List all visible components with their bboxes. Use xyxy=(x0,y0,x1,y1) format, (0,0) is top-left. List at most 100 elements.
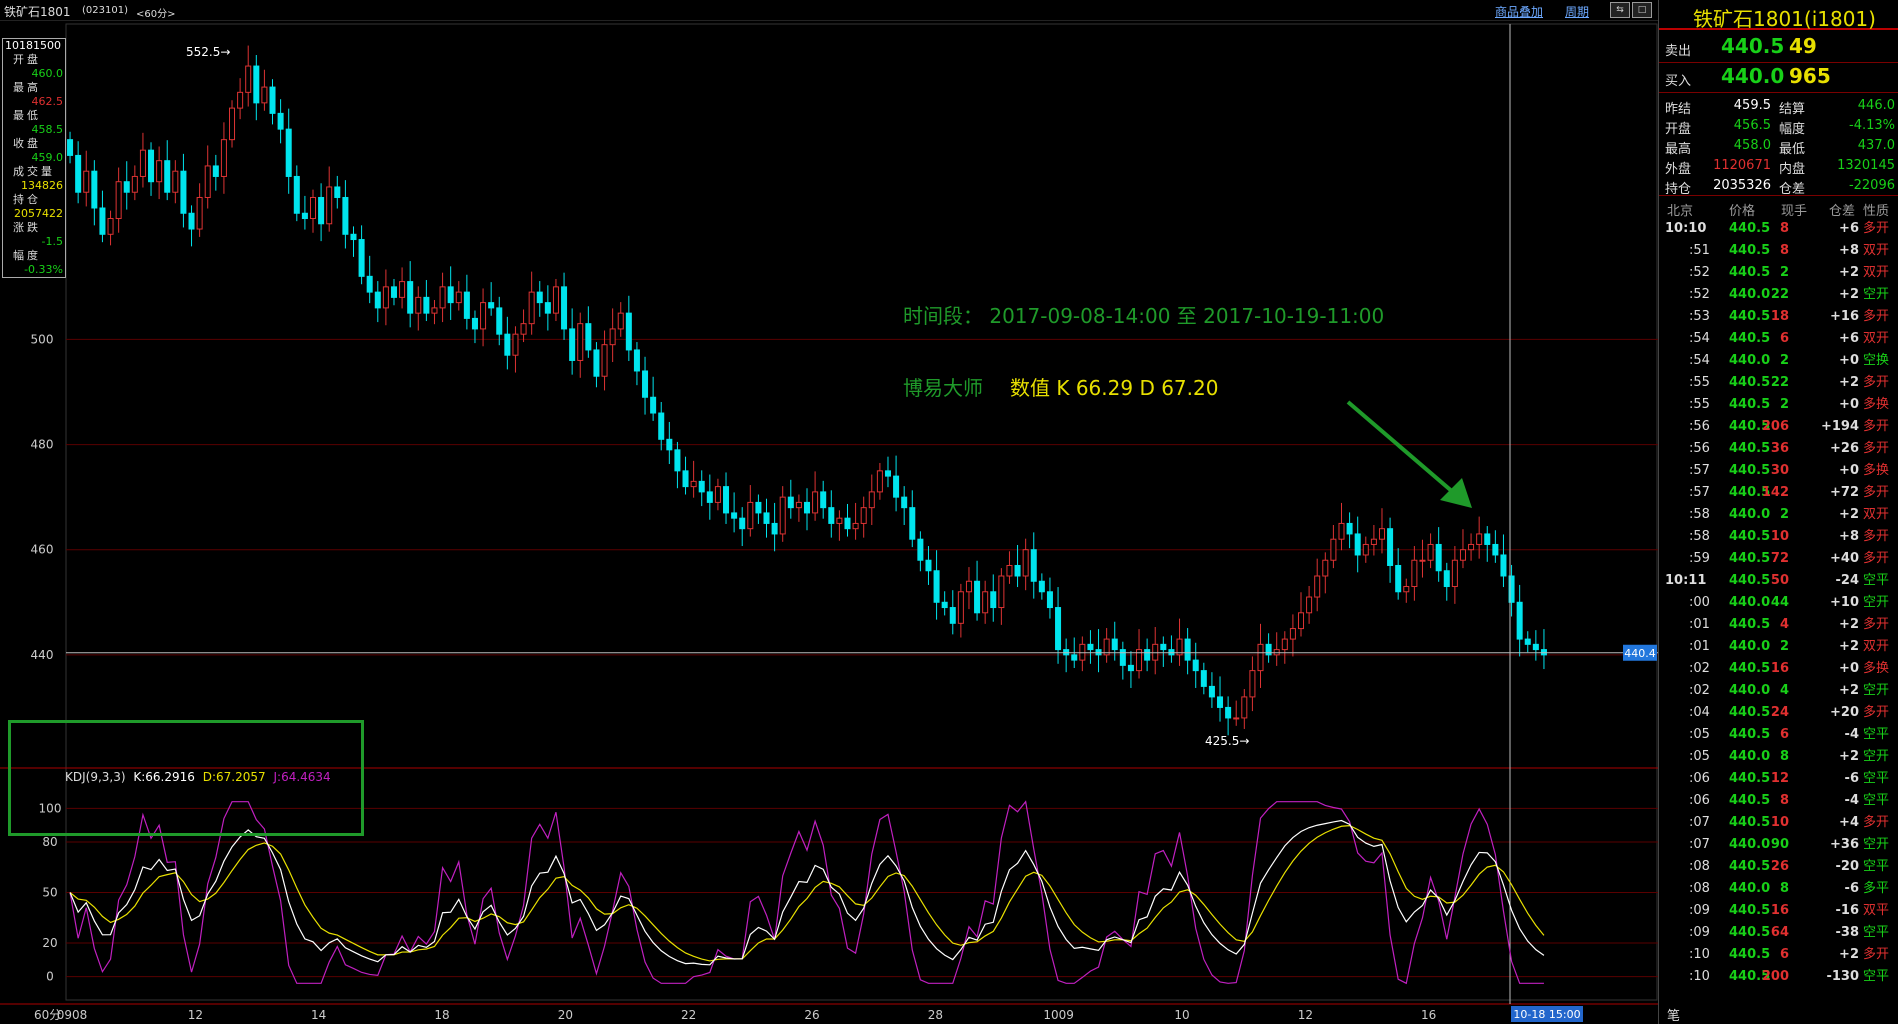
candle-body xyxy=(723,486,730,514)
candle-body xyxy=(990,591,997,609)
candle-body xyxy=(917,538,924,561)
candle-body xyxy=(407,281,414,314)
overlay-link[interactable]: 商品叠加 xyxy=(1495,5,1544,19)
tick-price: 440.5 xyxy=(1729,221,1771,236)
candle-body xyxy=(229,107,236,141)
cycle-link[interactable]: 周期 xyxy=(1565,5,1590,19)
tick-row[interactable]: :58 440.5 10 +8 多开 xyxy=(1659,526,1898,548)
candle-body xyxy=(1378,528,1385,540)
tick-type: 空开 xyxy=(1863,595,1890,610)
candle-body xyxy=(309,196,317,220)
tick-row[interactable]: :08 440.0 8 -6 多平 xyxy=(1659,878,1898,900)
tick-price: 440.0 xyxy=(1729,639,1771,654)
candle-body xyxy=(1095,649,1102,656)
tick-row[interactable]: :05 440.0 8 +2 空开 xyxy=(1659,746,1898,768)
tick-row[interactable]: :05 440.5 6 -4 空平 xyxy=(1659,724,1898,746)
tick-time: :08 xyxy=(1689,859,1710,874)
x-tick-label: 0908 xyxy=(57,1008,88,1022)
tick-row[interactable]: :07 440.5 10 +4 多开 xyxy=(1659,812,1898,834)
tick-row[interactable]: :10 440.5 6 +2 多开 xyxy=(1659,944,1898,966)
candle-body xyxy=(1411,559,1418,588)
candle-body xyxy=(949,607,956,624)
restore-icon[interactable]: ⇆ xyxy=(1610,2,1630,18)
candle-body xyxy=(253,65,260,104)
tick-row[interactable]: 10:10 440.5 8 +6 多开 xyxy=(1659,218,1898,240)
tick-row[interactable]: :52 440.5 2 +2 双开 xyxy=(1659,262,1898,284)
tick-vol: 8 xyxy=(1779,749,1789,764)
tick-row[interactable]: :07 440.0 90 +36 空开 xyxy=(1659,834,1898,856)
candle-body xyxy=(220,139,227,177)
buy-volume: 965 xyxy=(1789,64,1831,88)
kdj-label: KDJ(9,3,3) K:66.2916 D:67.2057 J:64.4634 xyxy=(65,770,331,784)
candle-body xyxy=(1484,533,1491,545)
buy-label: 买入 xyxy=(1665,74,1692,89)
tick-price: 440.5 xyxy=(1729,859,1771,874)
tick-row[interactable]: :02 440.0 4 +2 空开 xyxy=(1659,680,1898,702)
candle-body xyxy=(1427,543,1434,561)
tick-row[interactable]: :56 440.5 36 +26 多开 xyxy=(1659,438,1898,460)
period-indicator: <60分> xyxy=(136,9,176,20)
tick-type: 多开 xyxy=(1863,617,1890,632)
tick-row[interactable]: :54 440.5 6 +6 双开 xyxy=(1659,328,1898,350)
tick-vol: 72 xyxy=(1770,551,1789,566)
tick-diff: -4 xyxy=(1844,727,1859,742)
candle-body xyxy=(569,328,576,361)
tick-type: 多平 xyxy=(1863,881,1890,896)
tick-time: :05 xyxy=(1689,749,1710,764)
tick-row[interactable]: :53 440.5 18 +16 多开 xyxy=(1659,306,1898,328)
tick-row[interactable]: :51 440.5 8 +8 双开 xyxy=(1659,240,1898,262)
tick-row[interactable]: :04 440.5 24 +20 多开 xyxy=(1659,702,1898,724)
tick-type: 多开 xyxy=(1863,551,1890,566)
tick-vol: 2 xyxy=(1779,639,1789,654)
kdj-tick-label: 80 xyxy=(42,835,57,849)
candle-body xyxy=(1451,559,1458,588)
candle-body xyxy=(901,496,908,509)
candle-body xyxy=(1030,549,1037,582)
tick-row[interactable]: :54 440.0 2 +0 空换 xyxy=(1659,350,1898,372)
stat-value: -4.13% xyxy=(1849,118,1895,133)
tick-row[interactable]: :55 440.5 22 +2 多开 xyxy=(1659,372,1898,394)
candle-body xyxy=(1055,607,1062,651)
tick-row[interactable]: :00 440.0 44 +10 空开 xyxy=(1659,592,1898,614)
candle-body xyxy=(1176,638,1183,656)
x-tick-label: 22 xyxy=(681,1008,696,1022)
kline-chart[interactable]: 500 480 460 440 100 80 50 20 0 0908 12 14 18 20 22 26 28… xyxy=(0,0,1658,1024)
candle-body xyxy=(1038,580,1045,593)
tick-row[interactable]: :09 440.5 16 -16 双平 xyxy=(1659,900,1898,922)
info-value: 134826 xyxy=(21,179,63,192)
tick-time: :57 xyxy=(1689,485,1710,500)
tick-row[interactable]: :06 440.5 12 -6 空平 xyxy=(1659,768,1898,790)
candle-body xyxy=(496,307,503,335)
tick-row[interactable]: :10 440.5 200 -130 空平 xyxy=(1659,966,1898,988)
candle-body xyxy=(698,480,705,493)
tick-row[interactable]: :55 440.5 2 +0 多换 xyxy=(1659,394,1898,416)
tick-row[interactable]: :06 440.5 8 -4 空平 xyxy=(1659,790,1898,812)
bottom-tab[interactable]: 笔 xyxy=(1667,1009,1681,1024)
tick-row[interactable]: 10:11 440.5 50 -24 空平 xyxy=(1659,570,1898,592)
tick-time: :00 xyxy=(1689,595,1710,610)
tick-row[interactable]: :57 440.5 30 +0 多换 xyxy=(1659,460,1898,482)
tick-type: 空开 xyxy=(1863,287,1890,302)
maximize-icon[interactable]: □ xyxy=(1632,2,1652,18)
current-price-tag-bg xyxy=(1623,644,1657,661)
tick-row[interactable]: :01 440.0 2 +2 双开 xyxy=(1659,636,1898,658)
candle-body xyxy=(601,344,608,377)
candle-body xyxy=(512,333,519,356)
tick-row[interactable]: :59 440.5 72 +40 多开 xyxy=(1659,548,1898,570)
tick-row[interactable]: :08 440.5 26 -20 空平 xyxy=(1659,856,1898,878)
tick-price: 440.5 xyxy=(1729,925,1771,940)
tick-row[interactable]: :57 440.5 142 +72 多开 xyxy=(1659,482,1898,504)
tick-diff: +6 xyxy=(1839,221,1859,236)
candle-body xyxy=(1265,643,1272,656)
candle-body xyxy=(731,512,738,519)
tick-row[interactable]: :09 440.5 64 -38 空平 xyxy=(1659,922,1898,944)
time-tag-bg xyxy=(1511,1006,1583,1022)
tick-row[interactable]: :01 440.5 4 +2 多开 xyxy=(1659,614,1898,636)
candle-body xyxy=(261,86,268,104)
tick-row[interactable]: :52 440.0 22 +2 空开 xyxy=(1659,284,1898,306)
tick-row[interactable]: :02 440.5 16 +0 多换 xyxy=(1659,658,1898,680)
tick-row[interactable]: :58 440.0 2 +2 双开 xyxy=(1659,504,1898,526)
tick-row[interactable]: :56 440.5 206 +194 多开 xyxy=(1659,416,1898,438)
tick-diff: -16 xyxy=(1835,903,1860,918)
candle-body xyxy=(1540,649,1547,656)
